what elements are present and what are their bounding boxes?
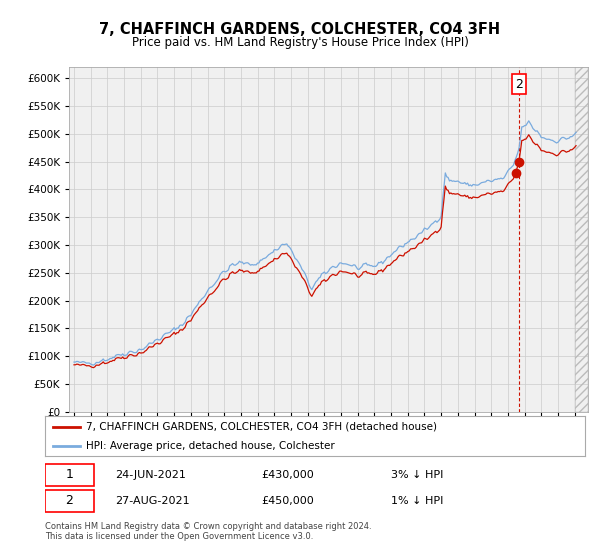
Text: 24-JUN-2021: 24-JUN-2021 (115, 470, 186, 479)
Text: 7, CHAFFINCH GARDENS, COLCHESTER, CO4 3FH: 7, CHAFFINCH GARDENS, COLCHESTER, CO4 3F… (100, 22, 500, 38)
Text: 2: 2 (515, 77, 523, 91)
Text: 1% ↓ HPI: 1% ↓ HPI (391, 496, 443, 506)
Text: 7, CHAFFINCH GARDENS, COLCHESTER, CO4 3FH (detached house): 7, CHAFFINCH GARDENS, COLCHESTER, CO4 3F… (86, 422, 437, 432)
Text: £430,000: £430,000 (261, 470, 314, 479)
FancyBboxPatch shape (45, 464, 94, 486)
Text: 27-AUG-2021: 27-AUG-2021 (115, 496, 190, 506)
Text: 3% ↓ HPI: 3% ↓ HPI (391, 470, 443, 479)
Text: 1: 1 (65, 468, 73, 481)
Text: Contains HM Land Registry data © Crown copyright and database right 2024.
This d: Contains HM Land Registry data © Crown c… (45, 522, 371, 542)
FancyBboxPatch shape (45, 490, 94, 512)
Text: Price paid vs. HM Land Registry's House Price Index (HPI): Price paid vs. HM Land Registry's House … (131, 36, 469, 49)
Text: 2: 2 (65, 494, 73, 507)
Text: HPI: Average price, detached house, Colchester: HPI: Average price, detached house, Colc… (86, 441, 334, 451)
Text: £450,000: £450,000 (261, 496, 314, 506)
